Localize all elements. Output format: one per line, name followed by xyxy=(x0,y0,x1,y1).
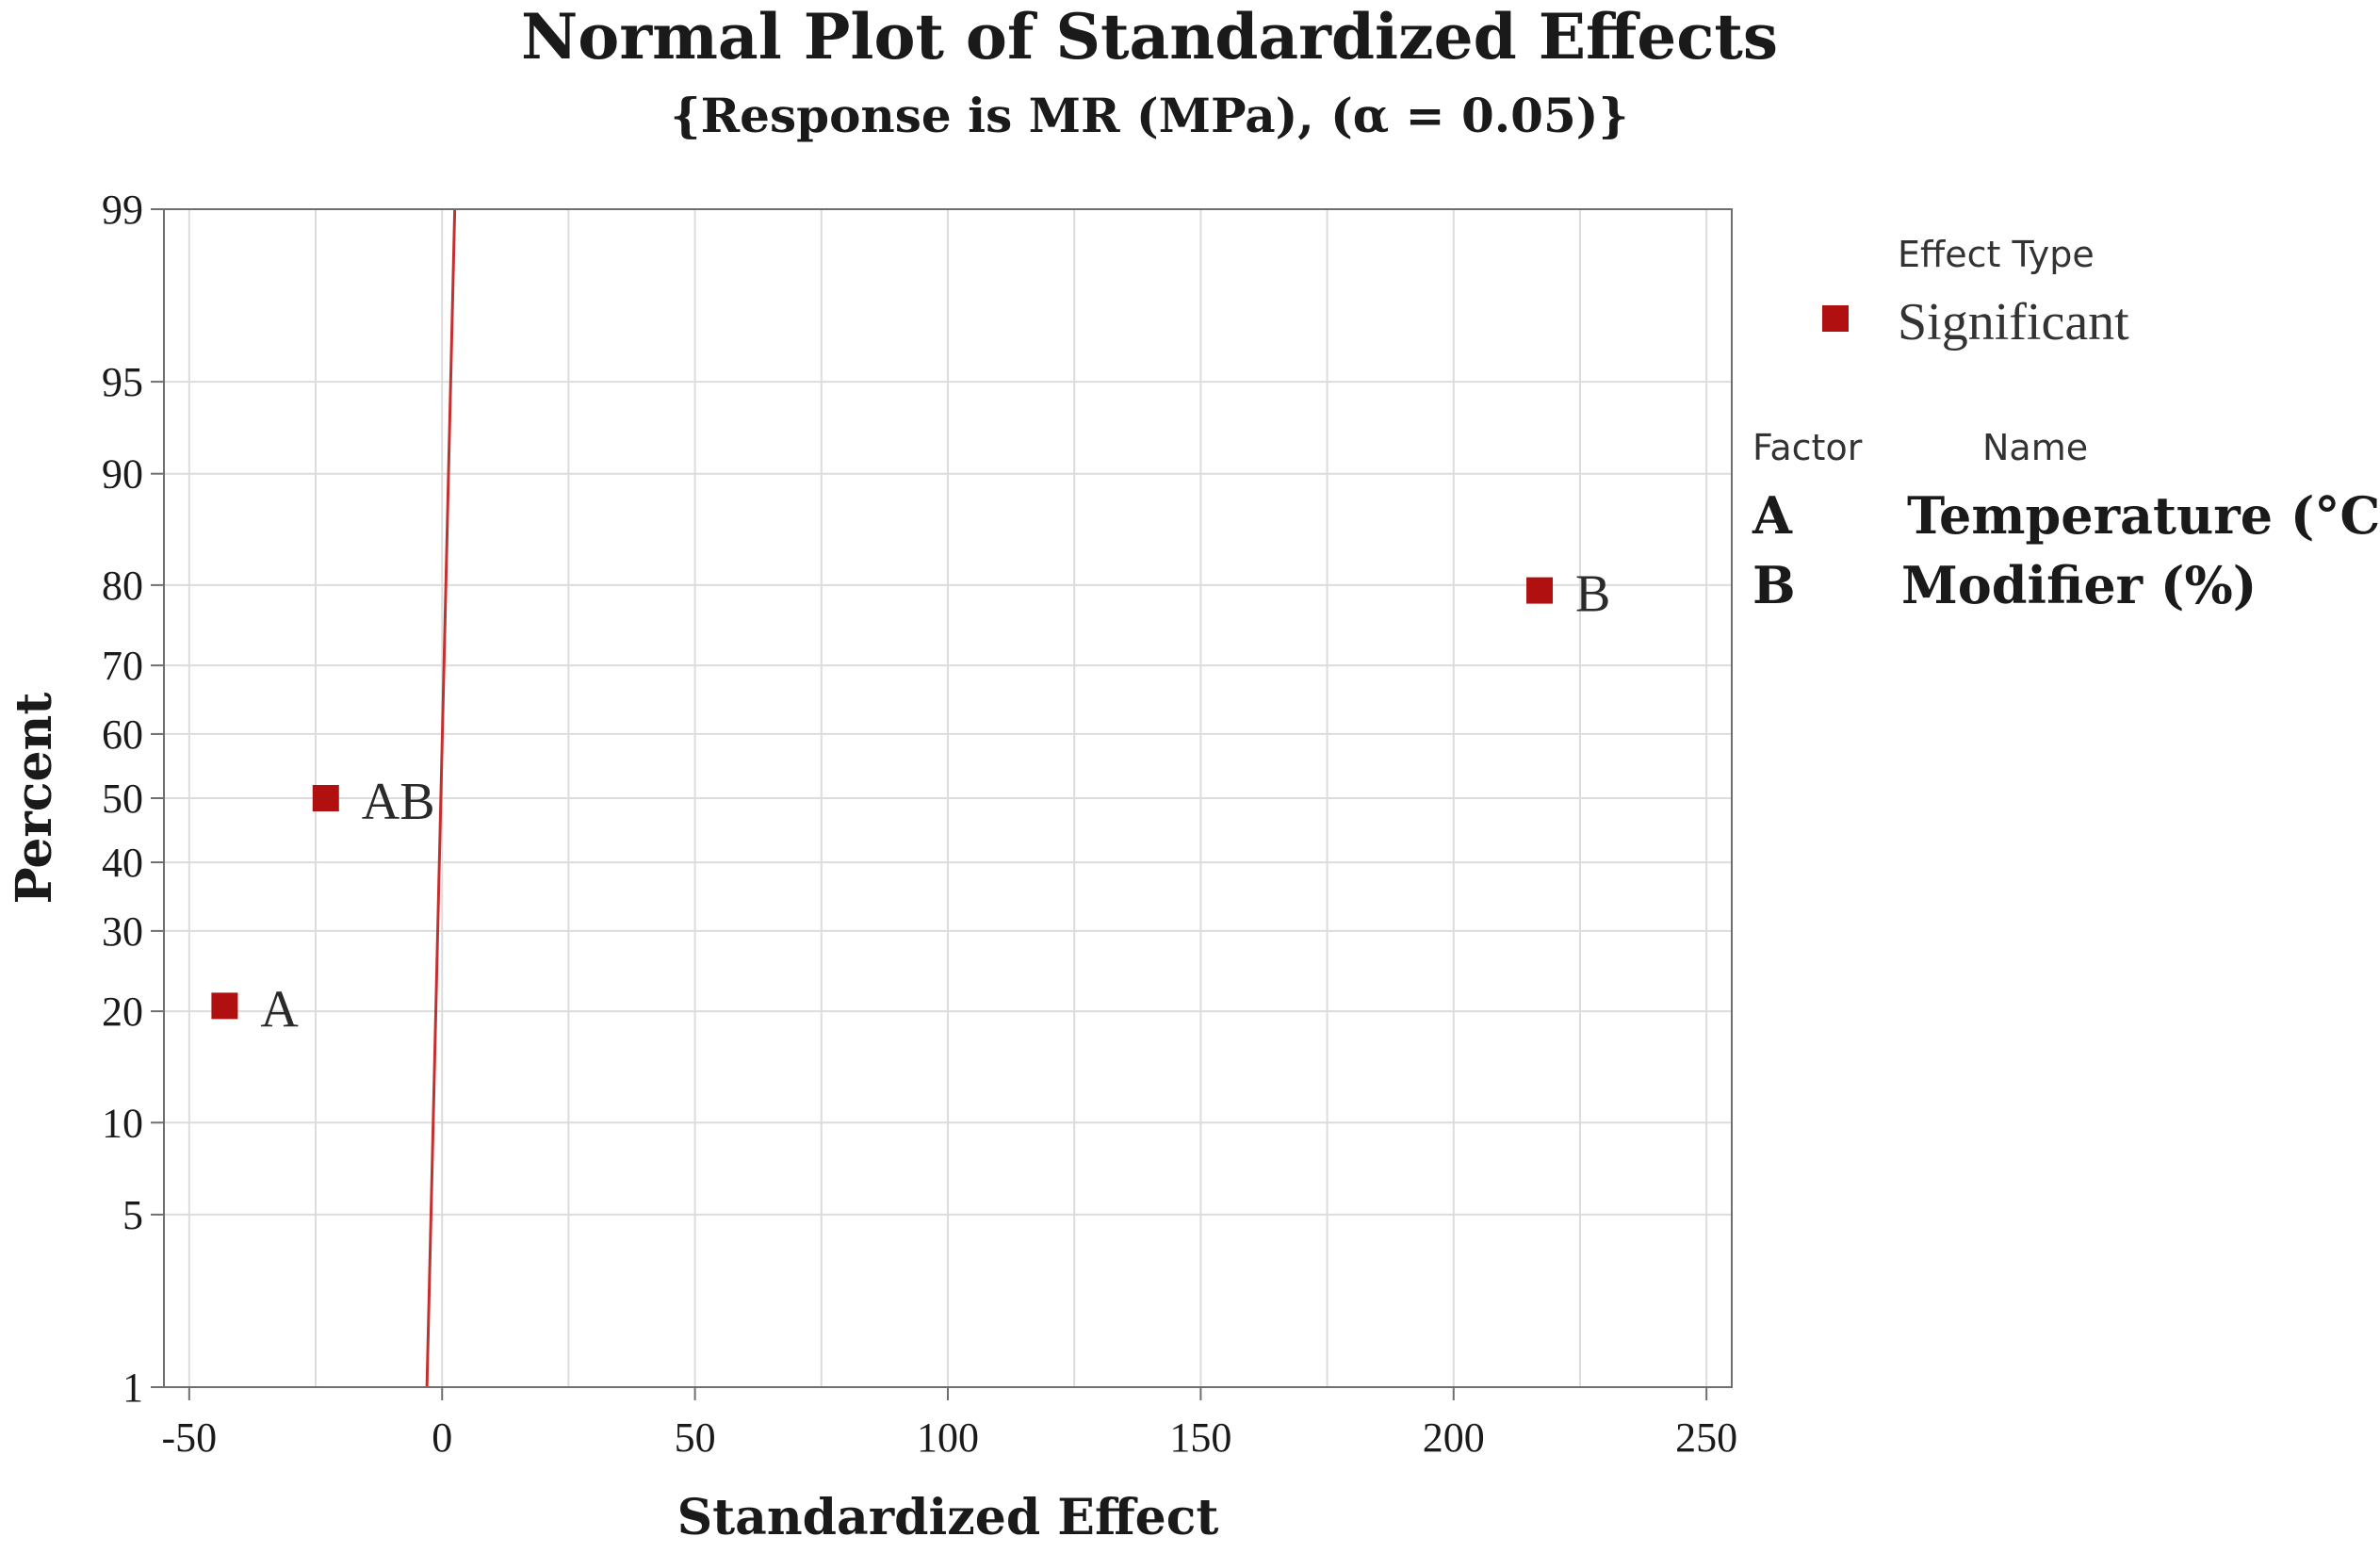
legend: Effect Type Significant Factor Name A Te… xyxy=(1752,234,2380,615)
legend-effect-type-header: Effect Type xyxy=(1898,234,2095,275)
chart-title: Normal Plot of Standardized Effects xyxy=(521,0,1778,74)
x-tick-label: 150 xyxy=(1169,1414,1231,1461)
x-tick-label: 200 xyxy=(1423,1414,1485,1461)
y-tick-label: 60 xyxy=(102,711,143,758)
y-tick-label: 99 xyxy=(102,187,143,233)
data-points: A AB B xyxy=(211,565,1610,1038)
reference-line xyxy=(425,208,457,1388)
x-axis-ticks: -50 0 50 100 150 200 250 xyxy=(162,1387,1737,1461)
y-axis-label: Percent xyxy=(6,693,63,905)
y-tick-label: 95 xyxy=(102,359,143,405)
x-axis-label: Standardized Effect xyxy=(677,1489,1219,1546)
factor-a-code: A xyxy=(1752,485,1793,546)
y-tick-label: 90 xyxy=(102,451,143,498)
chart-subtitle: {Response is MR (MPa), (α = 0.05)} xyxy=(670,88,1628,143)
factor-b-code: B xyxy=(1752,555,1796,615)
legend-name-header: Name xyxy=(1982,427,2088,468)
legend-significant-label: Significant xyxy=(1898,293,2129,351)
reference-line-group xyxy=(425,208,457,1388)
y-tick-label: 10 xyxy=(102,1100,143,1146)
factor-b-name: Modifier (%) xyxy=(1901,555,2257,615)
point-label-b: B xyxy=(1575,565,1610,624)
x-tick-label: -50 xyxy=(162,1414,218,1461)
legend-factor-header: Factor xyxy=(1752,427,1863,468)
x-tick-label: 50 xyxy=(675,1414,716,1461)
factor-a-name: Temperature (°C) xyxy=(1907,485,2380,546)
point-label-ab: AB xyxy=(362,773,435,831)
data-point-ab xyxy=(312,785,339,811)
data-point-b xyxy=(1526,577,1554,604)
y-axis-ticks: 1 5 10 20 30 40 50 60 70 80 90 95 99 xyxy=(102,187,164,1411)
x-tick-label: 250 xyxy=(1675,1414,1737,1461)
x-tick-label: 100 xyxy=(917,1414,979,1461)
y-tick-label: 80 xyxy=(102,563,143,609)
legend-significant-marker xyxy=(1822,305,1849,332)
y-tick-label: 50 xyxy=(102,776,143,822)
y-tick-label: 5 xyxy=(122,1192,143,1238)
point-label-a: A xyxy=(260,980,299,1038)
y-tick-label: 70 xyxy=(102,643,143,689)
y-tick-label: 40 xyxy=(102,840,143,886)
data-point-a xyxy=(211,992,238,1020)
y-tick-label: 1 xyxy=(122,1365,143,1411)
y-tick-label: 20 xyxy=(102,989,143,1035)
y-tick-label: 30 xyxy=(102,908,143,955)
x-tick-label: 0 xyxy=(432,1414,452,1461)
